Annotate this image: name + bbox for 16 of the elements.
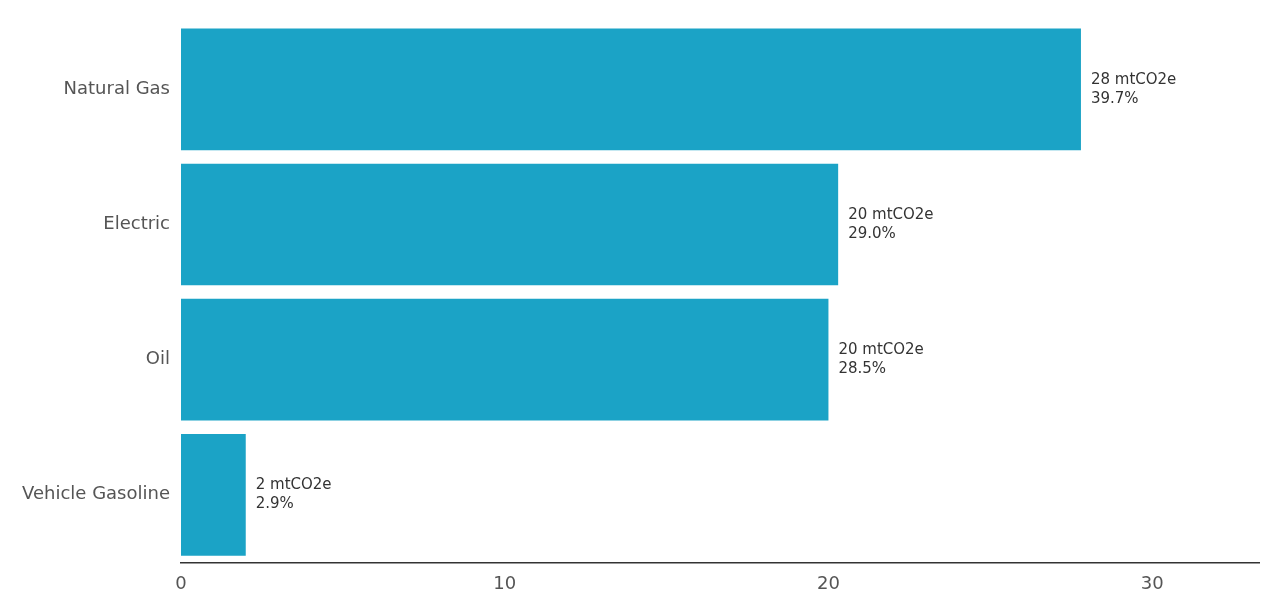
bar (181, 163, 839, 286)
data-label: 2 mtCO2e 2.9% (255, 475, 332, 513)
bar (181, 298, 829, 421)
y-tick-label: Electric (103, 212, 170, 234)
y-tick-label: Natural Gas (63, 77, 170, 99)
data-label: 20 mtCO2e 29.0% (848, 204, 934, 242)
x-tick-label: 30 (1140, 571, 1164, 593)
data-label: 28 mtCO2e 39.7% (1090, 69, 1177, 107)
x-tick-label: 0 (175, 571, 187, 593)
bar (181, 434, 246, 556)
data-label: 20 mtCO2e 28.5% (838, 340, 924, 378)
y-tick-label: Vehicle Gasoline (22, 482, 170, 504)
bar (181, 28, 1081, 151)
x-tick-label: 10 (493, 571, 517, 593)
x-tick-label: 20 (816, 571, 840, 593)
y-tick-label: Oil (145, 347, 170, 369)
